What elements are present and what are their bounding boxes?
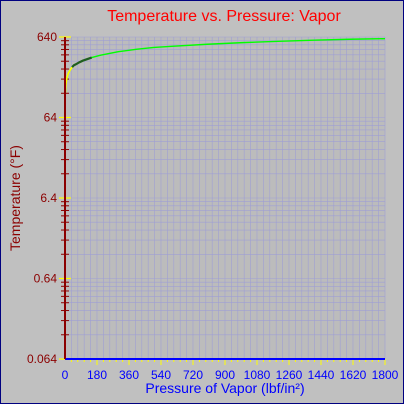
y-tick-label: 6.4 xyxy=(40,191,57,205)
x-tick-label: 180 xyxy=(87,368,107,382)
x-tick-label: 1440 xyxy=(308,368,335,382)
series-segment-mid xyxy=(71,56,93,68)
x-tick-label: 540 xyxy=(151,368,171,382)
y-axis-label: Temperature (°F) xyxy=(7,145,23,251)
x-tick-label: 1620 xyxy=(340,368,367,382)
chart-title: Temperature vs. Pressure: Vapor xyxy=(107,8,341,25)
x-tick-label: 1800 xyxy=(372,368,399,382)
x-tick-label: 720 xyxy=(183,368,203,382)
y-tick-label: 0.064 xyxy=(27,352,57,366)
grid xyxy=(65,36,386,359)
x-tick-label: 1080 xyxy=(244,368,271,382)
x-axis-label: Pressure of Vapor (lbf/in²) xyxy=(145,380,304,396)
x-axis-ticks: 0 180 360 540 720 900 1080 1260 1440 1620 1800 xyxy=(62,359,399,382)
x-tick-label: 0 xyxy=(62,368,69,382)
y-tick-label: 0.64 xyxy=(34,272,58,286)
x-tick-label: 900 xyxy=(215,368,235,382)
y-tick-label: 640 xyxy=(37,30,57,44)
x-tick-label: 1260 xyxy=(276,368,303,382)
y-tick-label: 64 xyxy=(44,111,58,125)
x-tick-label: 360 xyxy=(119,368,139,382)
